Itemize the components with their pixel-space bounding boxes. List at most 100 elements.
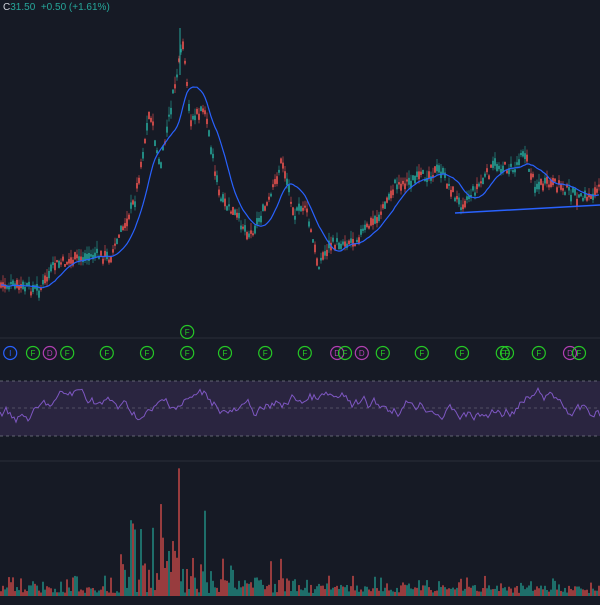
candle-body xyxy=(176,74,178,78)
volume-bar xyxy=(2,585,4,596)
volume-bar xyxy=(488,585,490,596)
candle-body xyxy=(478,183,480,187)
volume-bar xyxy=(350,586,352,596)
candle-body xyxy=(494,158,496,166)
volume-bar xyxy=(288,580,290,596)
signal-marker-i[interactable]: I xyxy=(3,345,18,361)
svg-text:F: F xyxy=(343,349,348,358)
signal-markers: I F D F F F F F F F D F D F F F F F F D FF xyxy=(3,324,587,361)
candle-body xyxy=(370,217,372,226)
signal-marker-d[interactable]: D xyxy=(330,345,345,361)
candle-body xyxy=(574,188,576,196)
candle-body xyxy=(442,167,444,175)
signal-marker-f[interactable]: F xyxy=(495,345,510,361)
volume-bar xyxy=(578,586,580,596)
oscillator-pane[interactable] xyxy=(0,380,600,437)
signal-marker-f[interactable]: F xyxy=(139,345,155,361)
svg-text:F: F xyxy=(536,349,541,358)
svg-text:D: D xyxy=(334,349,340,358)
signal-marker-d[interactable]: D xyxy=(562,345,578,361)
volume-bar xyxy=(302,590,304,596)
volume-bar xyxy=(96,592,98,596)
candle-body xyxy=(596,188,598,193)
candle-body xyxy=(508,168,510,175)
signal-marker-f[interactable]: F xyxy=(99,345,114,361)
signal-marker-f[interactable]: F xyxy=(180,324,195,340)
volume-bar xyxy=(208,592,210,596)
candle-body xyxy=(320,257,322,261)
candle-body xyxy=(6,286,8,289)
volume-pane[interactable] xyxy=(0,468,600,596)
signal-marker-f[interactable]: F xyxy=(499,345,515,361)
candle-body xyxy=(536,183,538,190)
candle-body xyxy=(474,192,476,196)
candle-body xyxy=(458,197,460,205)
candle-body xyxy=(492,160,494,168)
volume-bar xyxy=(168,550,170,596)
signal-marker-d[interactable]: D xyxy=(354,345,369,361)
volume-bar xyxy=(376,588,378,596)
volume-bar xyxy=(434,591,436,596)
signal-marker-f[interactable]: F xyxy=(375,345,390,361)
volume-bar xyxy=(94,590,96,596)
volume-bar xyxy=(448,588,450,596)
signal-marker-f[interactable]: F xyxy=(217,345,233,361)
candle-body xyxy=(42,279,44,285)
volume-bar xyxy=(44,589,46,596)
candle-body xyxy=(180,48,182,53)
volume-bar xyxy=(46,586,48,596)
volume-bar xyxy=(262,584,264,596)
volume-bar xyxy=(154,590,156,596)
volume-bar xyxy=(356,585,358,596)
candle-body xyxy=(304,205,306,208)
signal-marker-f[interactable]: F xyxy=(337,345,353,361)
candle-body xyxy=(578,194,580,198)
candle-body xyxy=(134,201,136,208)
candle-body xyxy=(154,140,156,146)
volume-bar xyxy=(182,568,184,596)
candle-body xyxy=(402,180,404,185)
candle-body xyxy=(138,177,140,184)
volume-bar xyxy=(92,587,94,596)
candle-body xyxy=(82,257,84,263)
volume-bar xyxy=(310,584,312,596)
candle-body xyxy=(190,120,192,127)
volume-bar xyxy=(58,592,60,596)
volume-bar xyxy=(178,468,180,596)
candle-body xyxy=(332,237,334,242)
signal-marker-f[interactable]: F xyxy=(414,345,429,361)
volume-bar xyxy=(40,592,42,596)
signal-marker-f[interactable]: F xyxy=(258,345,273,361)
candle-body xyxy=(116,238,118,244)
signal-marker-f[interactable]: F xyxy=(297,345,312,361)
signal-marker-f[interactable]: F xyxy=(60,345,75,361)
candle-body xyxy=(316,258,318,266)
candle-body xyxy=(378,214,380,221)
volume-bar xyxy=(568,585,570,596)
price-pane[interactable] xyxy=(0,28,600,301)
candle-body xyxy=(106,251,108,260)
volume-bar xyxy=(36,585,38,596)
signal-marker-f[interactable]: F xyxy=(454,345,470,361)
volume-bar xyxy=(150,587,152,596)
signal-marker-d[interactable]: D xyxy=(42,345,57,361)
signal-marker-f[interactable]: F xyxy=(531,345,546,361)
candle-body xyxy=(150,117,152,122)
volume-bar xyxy=(562,591,564,596)
candle-body xyxy=(160,162,162,169)
candle-body xyxy=(380,211,382,215)
candle-body xyxy=(594,187,596,195)
candle-body xyxy=(400,183,402,191)
svg-text:F: F xyxy=(380,349,385,358)
signal-marker-f[interactable]: F xyxy=(571,345,587,361)
volume-bar xyxy=(64,592,66,596)
signal-marker-f[interactable]: F xyxy=(25,345,41,361)
candle-body xyxy=(326,249,328,257)
candle-body xyxy=(480,181,482,184)
volume-bar xyxy=(408,583,410,596)
candle-body xyxy=(312,239,314,243)
candle-body xyxy=(560,183,562,190)
signal-marker-f[interactable]: F xyxy=(180,345,195,361)
